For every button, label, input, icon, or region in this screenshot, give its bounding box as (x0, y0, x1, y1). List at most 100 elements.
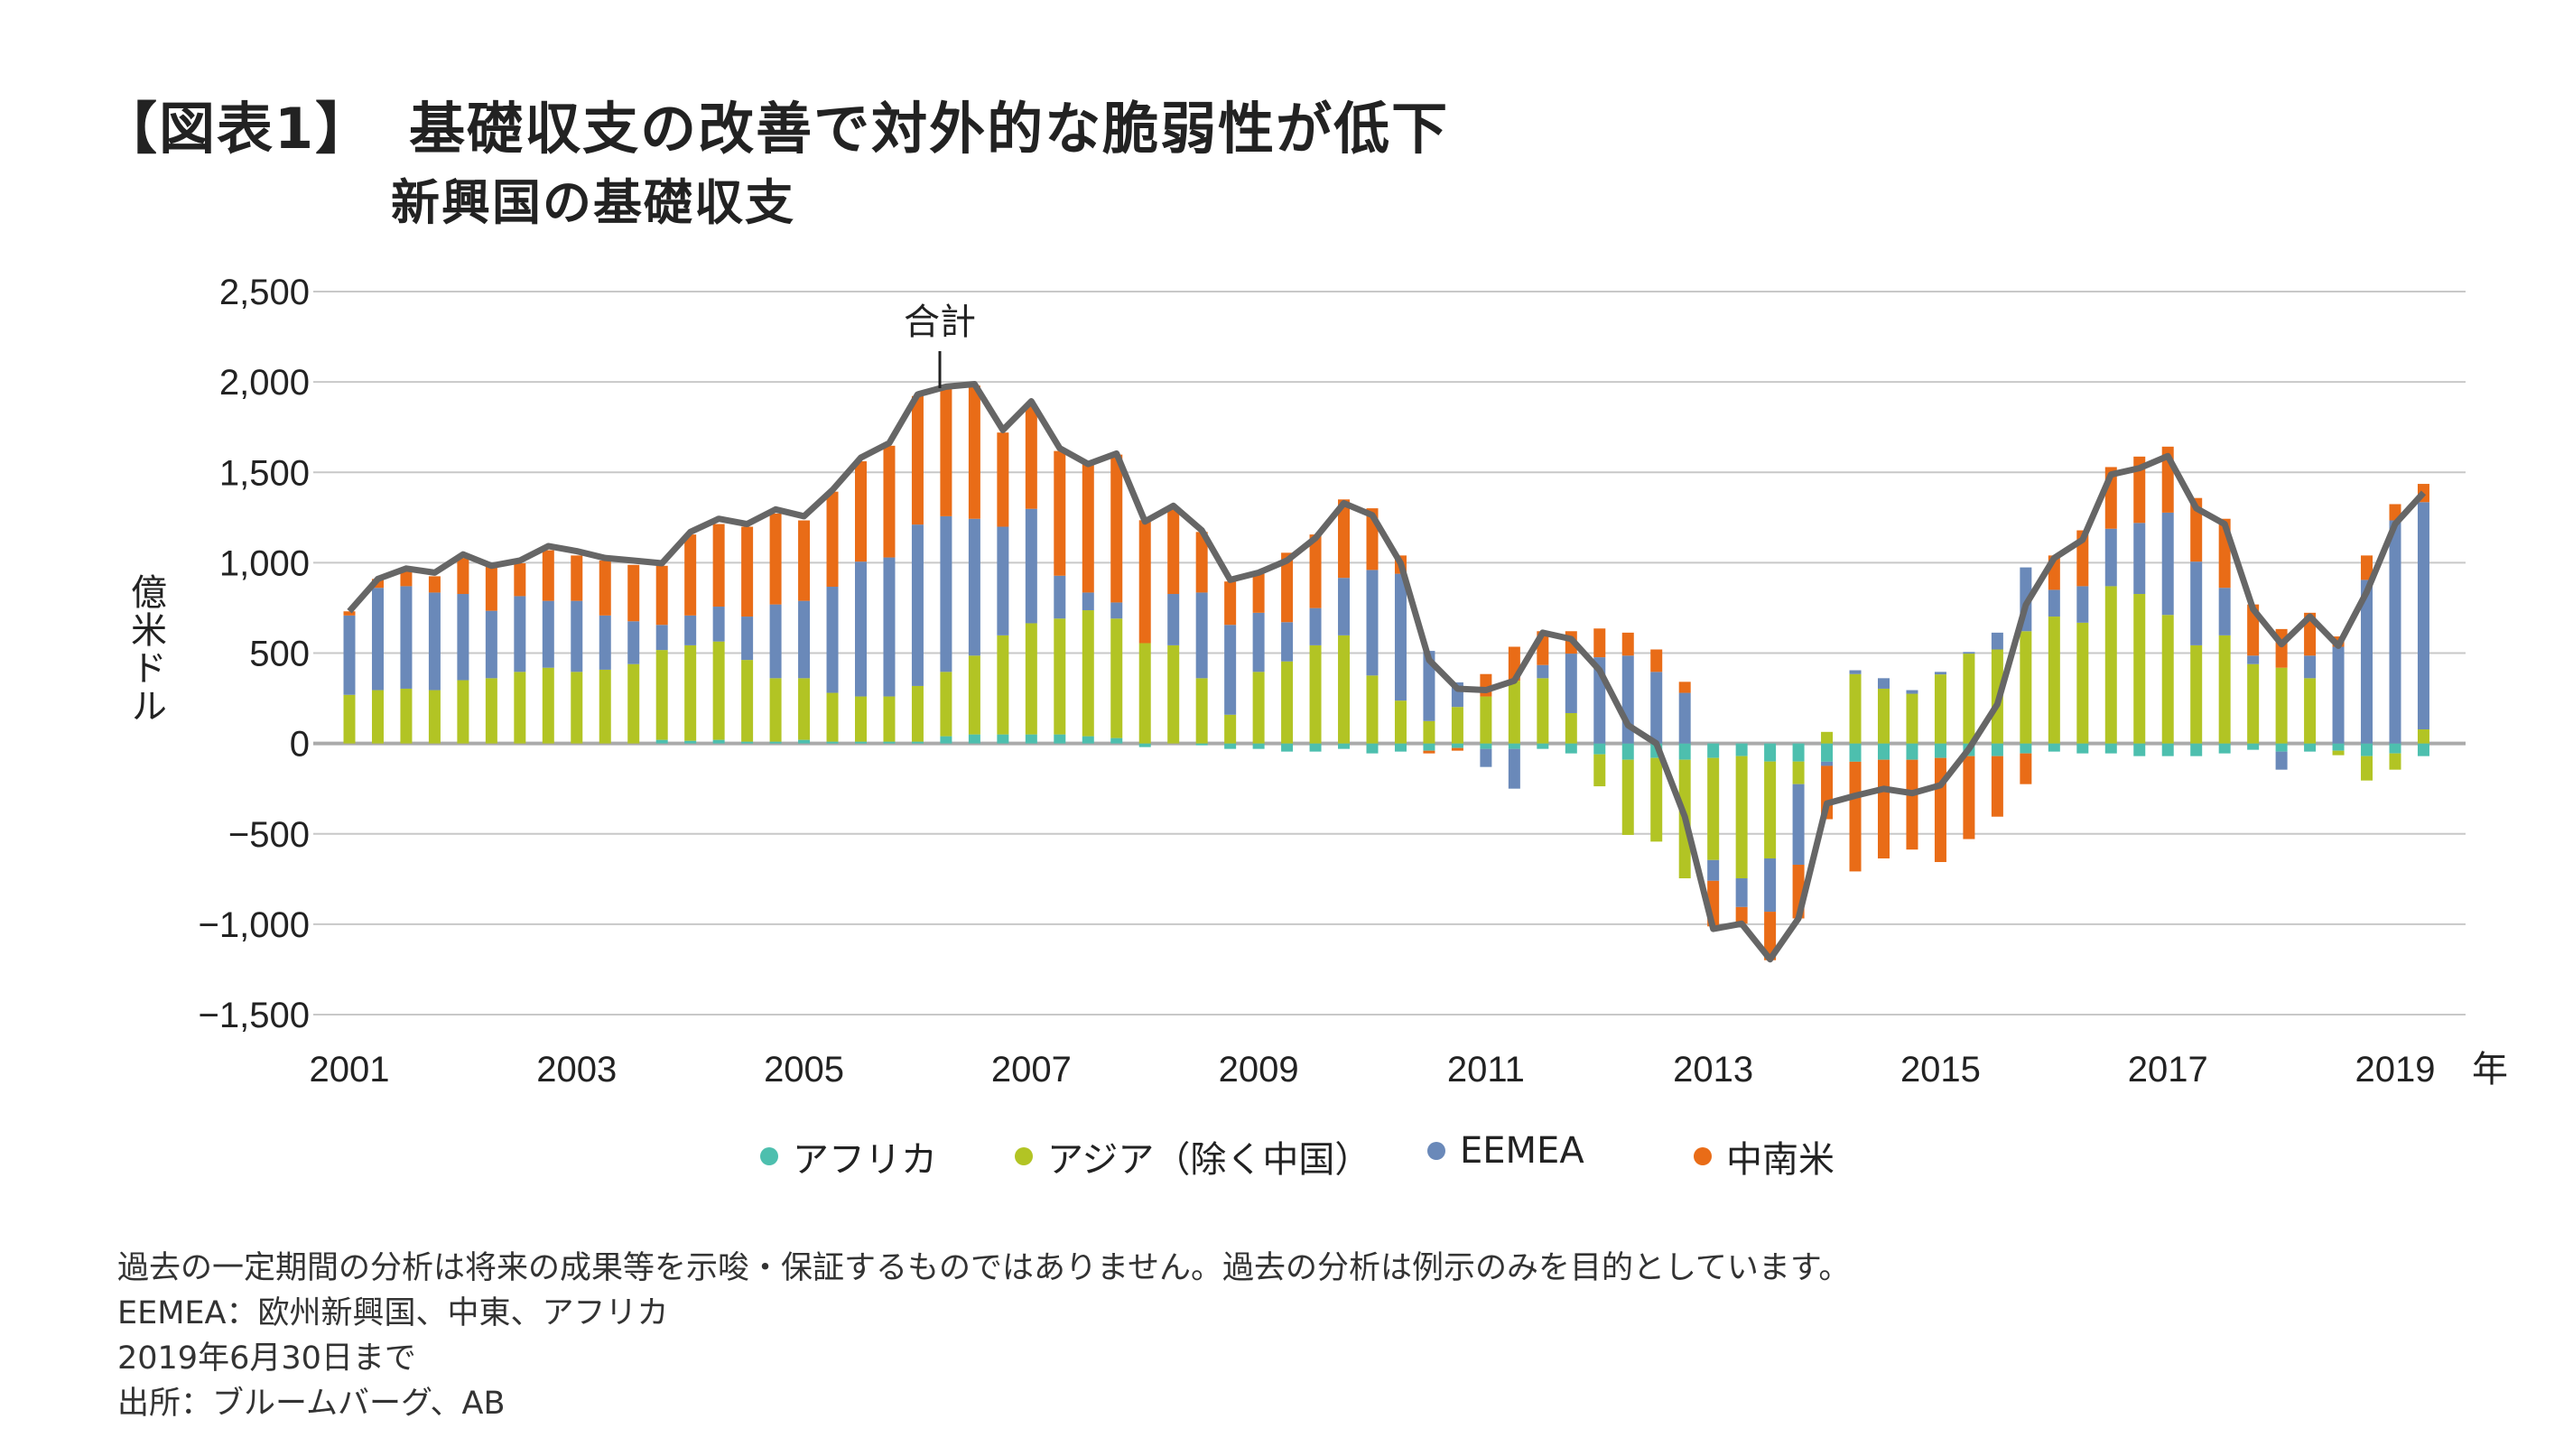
legend-item: EEMEA (1427, 1130, 1584, 1172)
bar-segment-africa (1451, 743, 1463, 748)
bar-segment-africa (1707, 743, 1720, 758)
bar-segment-eemea (883, 557, 896, 697)
bar-segment-asia (883, 696, 896, 742)
x-tick-label: 2011 (1447, 1050, 1525, 1090)
bar-segment-latam (457, 558, 469, 595)
bar-segment-latam (2190, 497, 2203, 562)
bar-segment-asia (1110, 618, 1123, 738)
bar-segment-eemea (599, 615, 611, 670)
bar-segment-eemea (1110, 602, 1123, 619)
bar-segment-africa (1878, 743, 1890, 760)
bar-segment-eemea (2389, 520, 2401, 744)
bar-segment-africa (1934, 743, 1946, 758)
x-tick-label: 2003 (536, 1050, 617, 1090)
bar-segment-eemea (1281, 622, 1294, 662)
bar-segment-asia (542, 667, 554, 744)
bar-segment-latam (798, 520, 811, 601)
bar-segment-asia (514, 672, 526, 744)
bar-segment-asia (1906, 693, 1918, 744)
bar-segment-asia (1167, 645, 1180, 744)
x-tick-label: 2009 (1219, 1050, 1299, 1090)
bar-segment-asia (2247, 663, 2260, 744)
bar-segment-asia (712, 641, 725, 740)
bar-segment-africa (1792, 743, 1805, 762)
bar-segment-asia (1309, 645, 1322, 744)
bar-segment-eemea (1480, 748, 1492, 767)
x-tick-label: 2017 (2128, 1050, 2208, 1090)
y-tick-label: −1,000 (199, 905, 310, 945)
bar-segment-eemea (1565, 654, 1577, 713)
bar-segment-asia (2020, 631, 2032, 744)
bar-segment-asia (655, 650, 668, 740)
bar-segment-asia (2332, 750, 2345, 756)
bar-segment-latam (1678, 682, 1691, 693)
y-tick-label: −500 (228, 815, 310, 855)
bar-segment-asia (1878, 688, 1890, 744)
bar-segment-eemea (2076, 586, 2089, 623)
bar-segment-asia (997, 635, 1009, 735)
bar-segment-asia (855, 696, 867, 742)
bar-segment-asia (457, 680, 469, 744)
y-tick-label: 500 (249, 635, 310, 674)
bar-segment-africa (1138, 743, 1151, 747)
legend-marker-icon (1694, 1147, 1712, 1165)
bar-segment-eemea (1821, 761, 1834, 766)
bar-segment-asia (1338, 635, 1351, 744)
bar-segment-eemea (2190, 561, 2203, 645)
total-line (347, 381, 2427, 963)
bar-segment-eemea (911, 524, 924, 686)
bar-segment-latam (1991, 756, 2003, 817)
bar-segment-asia (1849, 673, 1862, 744)
bar-segment-asia (1537, 678, 1549, 744)
bar-segment-africa (1195, 743, 1208, 746)
bar-segment-africa (2332, 743, 2345, 751)
bar-segment-africa (1394, 743, 1407, 752)
legend-item: 中南米 (1694, 1130, 1835, 1182)
bar-segment-latam (1764, 912, 1777, 960)
bar-segment-eemea (1054, 575, 1066, 619)
bar-segment-latam (428, 576, 441, 593)
bar-segment-eemea (1963, 652, 1975, 654)
bar-segment-latam (684, 534, 697, 616)
bar-segment-eemea (542, 600, 554, 668)
bar-segment-africa (1025, 734, 1037, 744)
y-tick-label: −1,500 (199, 996, 310, 1035)
bar-segment-asia (1650, 757, 1663, 842)
bar-segment-africa (940, 736, 952, 744)
bar-segment-africa (1224, 743, 1237, 749)
footnote-disclaimer: 過去の一定期間の分析は将来の成果等を示唆・保証するものではありません。過去の分析… (117, 1250, 1851, 1286)
bar-segment-asia (1138, 643, 1151, 744)
bar-segment-latam (627, 564, 640, 622)
bar-segment-latam (1224, 581, 1237, 626)
bar-segment-eemea (1650, 672, 1663, 744)
bar-segment-asia (684, 645, 697, 741)
bar-segment-asia (1394, 700, 1407, 744)
bar-segment-africa (2417, 743, 2429, 756)
bar-segment-asia (485, 678, 497, 744)
bar-segment-latam (1878, 759, 1890, 858)
bar-segment-latam (1593, 628, 1606, 658)
bar-segment-asia (571, 672, 583, 744)
bar-segment-africa (684, 740, 697, 744)
bar-segment-asia (1224, 714, 1237, 744)
x-tick-label: 2019 (2355, 1050, 2436, 1090)
bar-segment-eemea (1224, 625, 1237, 715)
legend-label: EEMEA (1460, 1130, 1584, 1172)
bar-segment-asia (2389, 753, 2401, 770)
bar-segment-eemea (2247, 655, 2260, 664)
bar-segment-africa (798, 739, 811, 744)
bar-segment-latam (343, 611, 356, 616)
footnote-date: 2019年6月30日まで (117, 1340, 416, 1377)
bar-segment-africa (2020, 743, 2032, 754)
bar-segment-eemea (343, 615, 356, 695)
bar-segment-asia (741, 660, 754, 742)
bar-segment-africa (1423, 743, 1435, 751)
bar-segment-africa (1281, 743, 1294, 752)
bar-segment-asia (599, 669, 611, 744)
bar-segment-eemea (485, 610, 497, 679)
bar-segment-asia (1707, 757, 1720, 860)
bar-segment-asia (769, 678, 782, 742)
bar-segment-africa (2361, 743, 2373, 756)
bar-segment-latam (1281, 552, 1294, 623)
